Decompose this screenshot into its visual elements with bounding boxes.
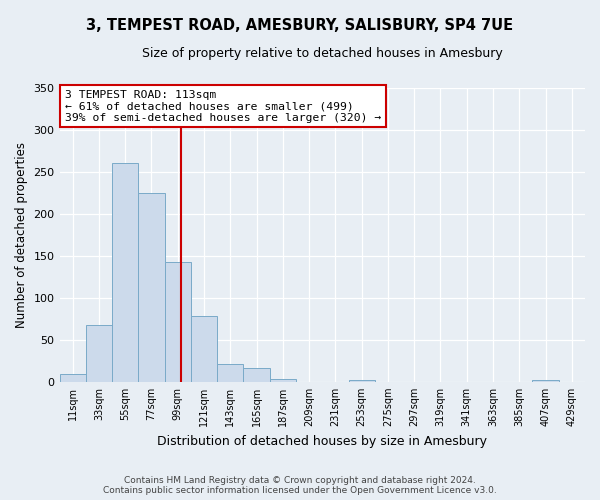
Y-axis label: Number of detached properties: Number of detached properties [15,142,28,328]
Bar [139,193,164,382]
Title: Size of property relative to detached houses in Amesbury: Size of property relative to detached ho… [142,48,503,60]
Bar [270,380,296,382]
Bar [244,368,270,382]
Text: Contains HM Land Registry data © Crown copyright and database right 2024.
Contai: Contains HM Land Registry data © Crown c… [103,476,497,495]
Bar [59,374,86,382]
Bar [86,324,112,382]
Bar [164,262,191,382]
Text: 3 TEMPEST ROAD: 113sqm
← 61% of detached houses are smaller (499)
39% of semi-de: 3 TEMPEST ROAD: 113sqm ← 61% of detached… [65,90,381,122]
Bar [112,163,139,382]
Bar [532,380,559,382]
Bar [217,364,244,382]
Bar [191,316,217,382]
Bar [349,380,375,382]
X-axis label: Distribution of detached houses by size in Amesbury: Distribution of detached houses by size … [157,434,487,448]
Text: 3, TEMPEST ROAD, AMESBURY, SALISBURY, SP4 7UE: 3, TEMPEST ROAD, AMESBURY, SALISBURY, SP… [86,18,514,32]
